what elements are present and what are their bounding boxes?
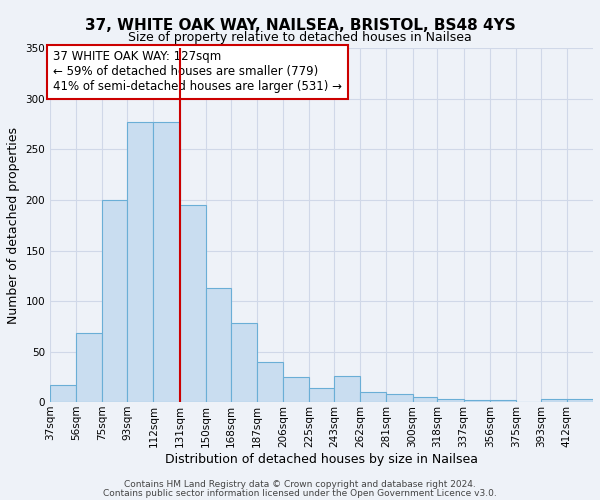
Text: Size of property relative to detached houses in Nailsea: Size of property relative to detached ho… xyxy=(128,31,472,44)
Text: 37 WHITE OAK WAY: 127sqm
← 59% of detached houses are smaller (779)
41% of semi-: 37 WHITE OAK WAY: 127sqm ← 59% of detach… xyxy=(53,50,342,94)
Bar xyxy=(103,200,127,402)
Bar xyxy=(334,376,360,402)
Bar xyxy=(437,399,464,402)
Bar xyxy=(179,205,206,402)
Bar xyxy=(386,394,413,402)
Bar xyxy=(567,399,593,402)
Bar xyxy=(50,385,76,402)
Bar xyxy=(206,288,230,402)
Bar xyxy=(464,400,490,402)
Bar xyxy=(360,392,386,402)
Bar xyxy=(541,399,567,402)
Bar xyxy=(76,334,103,402)
Bar xyxy=(283,377,309,402)
Bar xyxy=(257,362,283,402)
Bar xyxy=(413,397,437,402)
X-axis label: Distribution of detached houses by size in Nailsea: Distribution of detached houses by size … xyxy=(165,452,478,466)
Bar xyxy=(490,400,516,402)
Text: 37, WHITE OAK WAY, NAILSEA, BRISTOL, BS48 4YS: 37, WHITE OAK WAY, NAILSEA, BRISTOL, BS4… xyxy=(85,18,515,32)
Bar xyxy=(127,122,154,402)
Bar xyxy=(309,388,334,402)
Bar xyxy=(154,122,179,402)
Text: Contains public sector information licensed under the Open Government Licence v3: Contains public sector information licen… xyxy=(103,488,497,498)
Bar xyxy=(230,324,257,402)
Text: Contains HM Land Registry data © Crown copyright and database right 2024.: Contains HM Land Registry data © Crown c… xyxy=(124,480,476,489)
Y-axis label: Number of detached properties: Number of detached properties xyxy=(7,127,20,324)
